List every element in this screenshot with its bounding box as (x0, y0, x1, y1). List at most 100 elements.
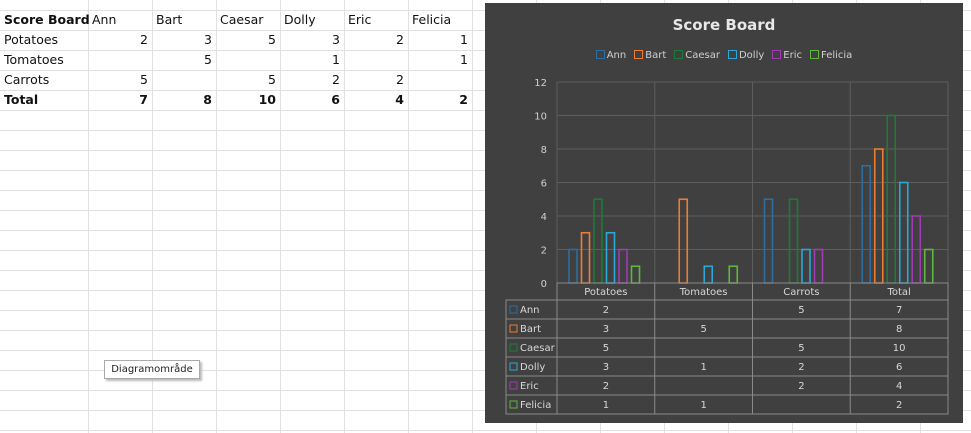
legend-item: Caesar (674, 50, 720, 61)
header-cell[interactable]: Dolly (284, 12, 316, 27)
legend-label: Felicia (820, 50, 853, 61)
bar-caesar (788, 198, 799, 284)
chart-area[interactable]: Score Board Ann Bart Caesar Dolly Eric Felici… (485, 3, 963, 423)
column-gridline (344, 0, 345, 433)
value-cell[interactable]: 6 (331, 92, 340, 107)
value-cell[interactable]: 8 (203, 92, 212, 107)
table-value: 10 (893, 343, 906, 354)
legend-label: Caesar (685, 50, 720, 61)
table-category-label: Total (886, 287, 910, 298)
value-cell[interactable]: 1 (460, 52, 468, 67)
bar-felicia (728, 265, 739, 284)
header-cell[interactable]: Ann (92, 12, 117, 27)
table-value: 1 (700, 400, 706, 411)
y-tick-label: 6 (541, 179, 547, 190)
header-cell[interactable]: Score Board (4, 12, 90, 27)
header-cell[interactable]: Eric (348, 12, 372, 27)
table-value: 5 (700, 324, 706, 335)
value-cell[interactable]: 2 (396, 72, 404, 87)
table-category-label: Tomatoes (679, 287, 728, 298)
legend-swatch (772, 50, 782, 59)
row-label-cell[interactable]: Tomatoes (4, 52, 64, 67)
legend-item: Eric (772, 50, 802, 61)
table-value: 1 (700, 362, 706, 373)
table-legend-swatch (509, 324, 518, 333)
table-legend-swatch (509, 305, 518, 314)
header-cell[interactable]: Felicia (412, 12, 452, 27)
legend-label: Ann (606, 50, 627, 61)
row-label-cell[interactable]: Total (4, 92, 39, 107)
header-cell[interactable]: Bart (156, 12, 183, 27)
bar-dolly (801, 248, 811, 284)
value-cell[interactable]: 7 (139, 92, 148, 107)
y-tick-label: 0 (541, 279, 547, 290)
bar-felicia (630, 265, 641, 284)
value-cell[interactable]: 5 (140, 72, 148, 87)
column-gridline (152, 0, 153, 433)
table-value: 3 (603, 324, 609, 335)
chart-title: Score Board (672, 16, 776, 34)
table-value: 8 (896, 324, 902, 335)
bar-dolly (605, 231, 616, 284)
table-legend-swatch (509, 362, 518, 371)
value-cell[interactable] (88, 50, 152, 70)
value-cell[interactable]: 2 (396, 32, 404, 47)
value-cell[interactable]: 5 (204, 52, 212, 67)
value-cell[interactable] (344, 50, 408, 70)
bar-ann (568, 248, 578, 284)
value-cell[interactable]: 1 (332, 52, 340, 67)
value-cell[interactable] (216, 50, 280, 70)
legend-item: Bart (634, 50, 666, 61)
row-label-cell[interactable]: Potatoes (4, 32, 59, 47)
table-value: 5 (798, 343, 804, 354)
bar-bart (580, 231, 591, 284)
table-category-label: Carrots (783, 287, 819, 298)
bar-felicia (923, 248, 934, 284)
y-tick-label: 8 (541, 145, 547, 156)
value-cell[interactable]: 5 (268, 32, 276, 47)
table-value: 2 (603, 305, 609, 316)
table-series-label: Eric (520, 381, 539, 392)
legend-label: Dolly (738, 50, 765, 61)
value-cell[interactable]: 5 (268, 72, 276, 87)
legend-swatch (727, 50, 737, 59)
legend-swatch (809, 50, 819, 59)
column-gridline (472, 0, 473, 433)
column-gridline (88, 0, 89, 433)
row-label-cell[interactable]: Carrots (4, 72, 50, 87)
header-cell[interactable]: Caesar (220, 12, 264, 27)
legend-swatch (595, 50, 605, 59)
table-series-label: Caesar (520, 343, 556, 354)
table-series-label: Felicia (520, 400, 551, 411)
value-cell[interactable]: 1 (460, 32, 468, 47)
legend-item: Dolly (727, 50, 765, 61)
value-cell[interactable]: 4 (395, 92, 404, 107)
value-cell[interactable]: 2 (459, 92, 468, 107)
bar-dolly (898, 181, 909, 284)
table-series-label: Dolly (520, 362, 545, 373)
value-cell[interactable] (152, 70, 216, 90)
table-value: 6 (896, 362, 902, 373)
table-value: 3 (603, 362, 609, 373)
column-gridline (280, 0, 281, 433)
y-tick-label: 12 (534, 78, 547, 89)
value-cell[interactable]: 2 (140, 32, 148, 47)
table-value: 5 (603, 343, 609, 354)
bar-caesar (593, 198, 603, 284)
table-value: 4 (896, 381, 902, 392)
table-value: 2 (896, 400, 902, 411)
bar-ann (763, 198, 774, 284)
table-value: 1 (603, 400, 609, 411)
value-cell[interactable] (408, 70, 472, 90)
value-cell[interactable]: 3 (204, 32, 212, 47)
value-cell[interactable]: 3 (332, 32, 340, 47)
column-gridline (408, 0, 409, 433)
y-tick-label: 2 (541, 246, 547, 257)
table-series-label: Ann (520, 305, 540, 316)
table-legend-swatch (509, 381, 518, 390)
value-cell[interactable]: 10 (258, 92, 276, 107)
table-value: 2 (798, 362, 804, 373)
bar-caesar (886, 114, 897, 284)
value-cell[interactable]: 2 (332, 72, 340, 87)
